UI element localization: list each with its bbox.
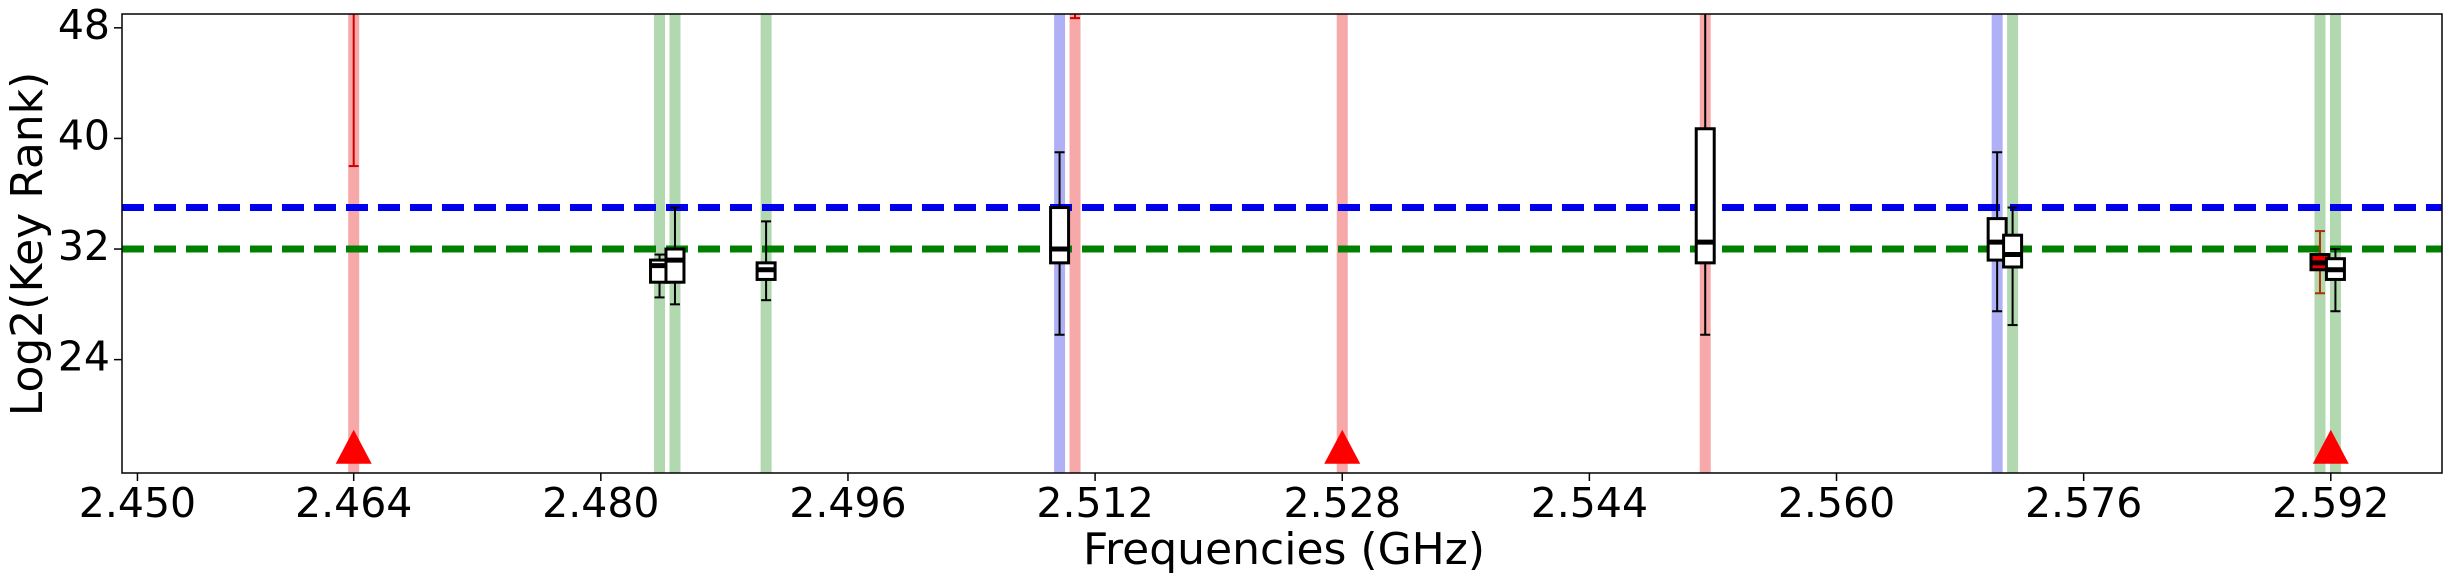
x-tick-label: 2.528 [1284, 479, 1401, 527]
x-tick-label: 2.464 [295, 479, 412, 527]
y-tick-label: 24 [58, 333, 110, 381]
box [1049, 206, 1071, 265]
frequency-band [1069, 14, 1081, 473]
x-tick-label: 2.576 [2025, 479, 2142, 527]
frequency-band [1336, 14, 1348, 473]
y-tick-label: 40 [58, 111, 110, 159]
x-tick-label: 2.592 [2272, 479, 2389, 527]
x-axis-label: Frequencies (GHz) [1083, 524, 1485, 575]
y-axis-label: Log2(Key Rank) [2, 72, 53, 417]
y-tick-label: 32 [58, 222, 110, 270]
x-tick-label: 2.450 [79, 479, 196, 527]
marker [335, 429, 372, 464]
marker [1324, 429, 1361, 464]
frequency-band [2329, 14, 2341, 473]
plot-area [122, 14, 2442, 473]
box [1694, 127, 1716, 265]
axes-frame [121, 13, 2443, 474]
marker [2312, 429, 2349, 464]
x-tick-label: 2.544 [1531, 479, 1648, 527]
frequency-band [348, 14, 360, 473]
box [2002, 233, 2024, 269]
y-tick-label: 48 [58, 1, 110, 49]
x-tick-label: 2.512 [1036, 479, 1153, 527]
x-tick-label: 2.496 [789, 479, 906, 527]
axes: 2.450 2.464 2.480 2.496 2.512 2.528 2.544 2.560… [58, 1, 2390, 527]
x-tick-label: 2.560 [1778, 479, 1895, 527]
frequency-band [654, 14, 666, 473]
box [664, 247, 686, 284]
x-tick-label: 2.480 [542, 479, 659, 527]
